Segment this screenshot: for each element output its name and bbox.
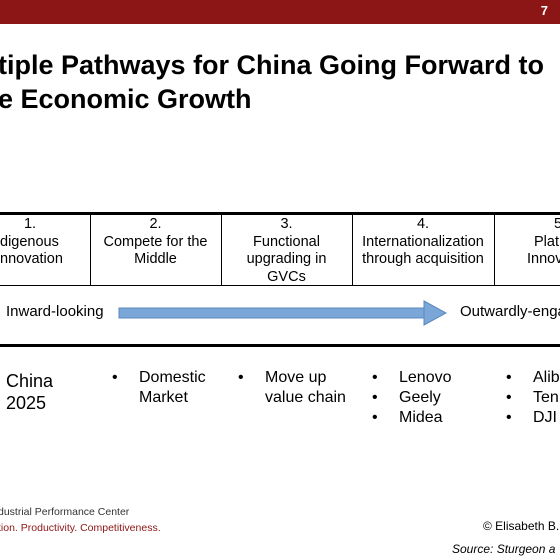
pathway-number-1: 1. — [23, 216, 37, 232]
list-item: Move up value chain — [238, 368, 358, 408]
pathway-label-2-line-1: Compete for the — [103, 233, 208, 250]
title-line-1: tiple Pathways for China Going Forward t… — [0, 50, 545, 80]
column-divider-2 — [221, 213, 222, 286]
examples-divider — [0, 344, 560, 347]
list-item: Geely — [372, 388, 452, 408]
pathway-label-3-line-1: Functional — [253, 233, 320, 250]
title-line-2: e Economic Growth — [0, 84, 252, 114]
footer-tagline: tion. Productivity. Competitiveness. — [0, 522, 161, 534]
table-bottom-border — [0, 285, 560, 286]
pathway-cell-1: 1. digenous nnovation — [0, 216, 100, 269]
top-banner: 7 — [0, 0, 560, 24]
pathway-cell-2: 2. Compete for the Middle — [90, 216, 221, 269]
pathway-number-3: 3. — [280, 216, 293, 232]
footer-copyright: © Elisabeth B. R — [483, 519, 560, 533]
pathway-label-1-line-1: digenous — [0, 233, 59, 250]
direction-arrow — [118, 300, 448, 326]
pathway-label-5-line-2: Innov — [527, 251, 560, 267]
arrow-head — [423, 300, 448, 326]
example-china-2025: China 2025 — [6, 370, 53, 414]
pathway-label-2-line-2: Middle — [134, 251, 177, 267]
slide-title: tiple Pathways for China Going Forward t… — [0, 48, 560, 116]
list-item: Domestic Market — [112, 368, 222, 408]
pathway-label-4-line-1: Internationalization — [362, 233, 484, 250]
column-divider-3 — [352, 213, 353, 286]
column-divider-4 — [494, 213, 495, 286]
footer-org-name: dustrial Performance Center — [0, 506, 130, 518]
list-item: DJI — [506, 408, 560, 428]
table-top-border — [0, 212, 560, 215]
example-col1-line-1: China — [6, 371, 54, 391]
footer-source: Source: Sturgeon a — [452, 542, 556, 556]
list-item: Ten — [506, 388, 560, 408]
arrow-shaft — [118, 307, 430, 319]
pathway-number-4: 4. — [416, 216, 430, 232]
list-item: Lenovo — [372, 368, 452, 388]
examples-col2: Domestic Market — [112, 368, 222, 408]
pathway-label-4-line-2: through acquisition — [362, 251, 484, 267]
outwardly-engaged-label: Outwardly-enga — [460, 303, 560, 320]
column-divider-1 — [90, 213, 91, 286]
pathway-number-5: 5 — [554, 216, 560, 232]
pathway-label-5-line-1: Plat — [534, 233, 559, 250]
pathway-cell-4: 4. Internationalization through acquisit… — [352, 216, 494, 269]
pathway-label-3-line-2: upgrading in — [246, 251, 327, 267]
inward-looking-label: Inward-looking — [6, 303, 104, 320]
example-col1-line-2: 2025 — [6, 393, 47, 413]
pathway-cell-3: 3. Functional upgrading in GVCs — [221, 216, 352, 286]
pathway-label-3-line-3: GVCs — [267, 268, 306, 285]
list-item: Midea — [372, 408, 452, 428]
list-item: Alib — [506, 368, 560, 388]
pathway-cell-5: 5 Plat Innov — [494, 216, 560, 269]
examples-col5: Alib Ten DJI — [506, 368, 560, 428]
examples-col3: Move up value chain — [238, 368, 358, 408]
examples-col4: Lenovo Geely Midea — [372, 368, 452, 428]
page-number: 7 — [540, 3, 548, 18]
pathway-number-2: 2. — [149, 216, 162, 232]
pathway-label-1-line-2: nnovation — [0, 251, 63, 267]
